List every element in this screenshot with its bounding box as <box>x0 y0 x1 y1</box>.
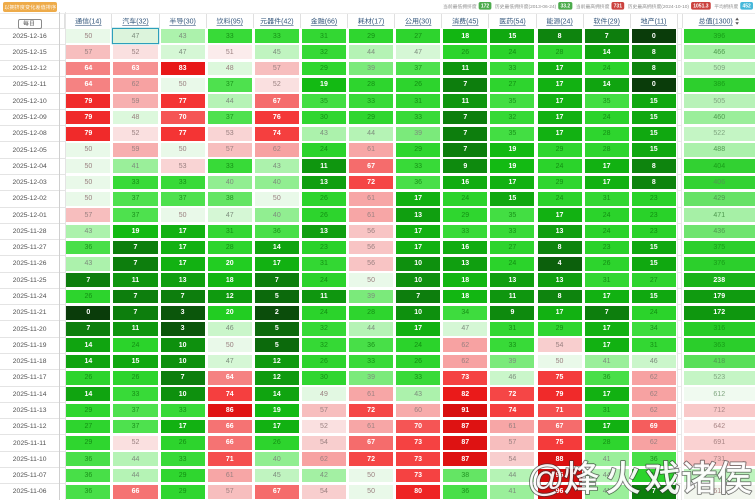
svg-text:(66): (66) <box>325 19 337 26</box>
svg-text:(45): (45) <box>466 19 478 26</box>
svg-text:(17): (17) <box>372 19 384 26</box>
svg-text:(42): (42) <box>281 19 293 26</box>
svg-text:(2024-10-10): (2024-10-10) <box>661 4 689 10</box>
svg-text:(11): (11) <box>655 19 667 26</box>
svg-text:(95): (95) <box>231 19 243 26</box>
svg-text:(29): (29) <box>607 19 619 26</box>
svg-text:(30): (30) <box>419 19 431 26</box>
svg-text:452: 452 <box>742 4 751 10</box>
svg-text:(1300): (1300) <box>713 19 733 26</box>
svg-text:(24): (24) <box>560 19 572 26</box>
svg-text:(54): (54) <box>513 19 525 26</box>
svg-text:172: 172 <box>481 4 490 10</box>
svg-text:(30): (30) <box>183 19 195 26</box>
svg-text:33.2: 33.2 <box>560 4 570 10</box>
svg-text:1051.3: 1051.3 <box>693 4 709 10</box>
svg-text:(32): (32) <box>136 19 148 26</box>
svg-text:731: 731 <box>614 4 623 10</box>
svg-text:(2013-06-24): (2013-06-24) <box>528 4 556 10</box>
svg-text:(14): (14) <box>89 19 101 26</box>
